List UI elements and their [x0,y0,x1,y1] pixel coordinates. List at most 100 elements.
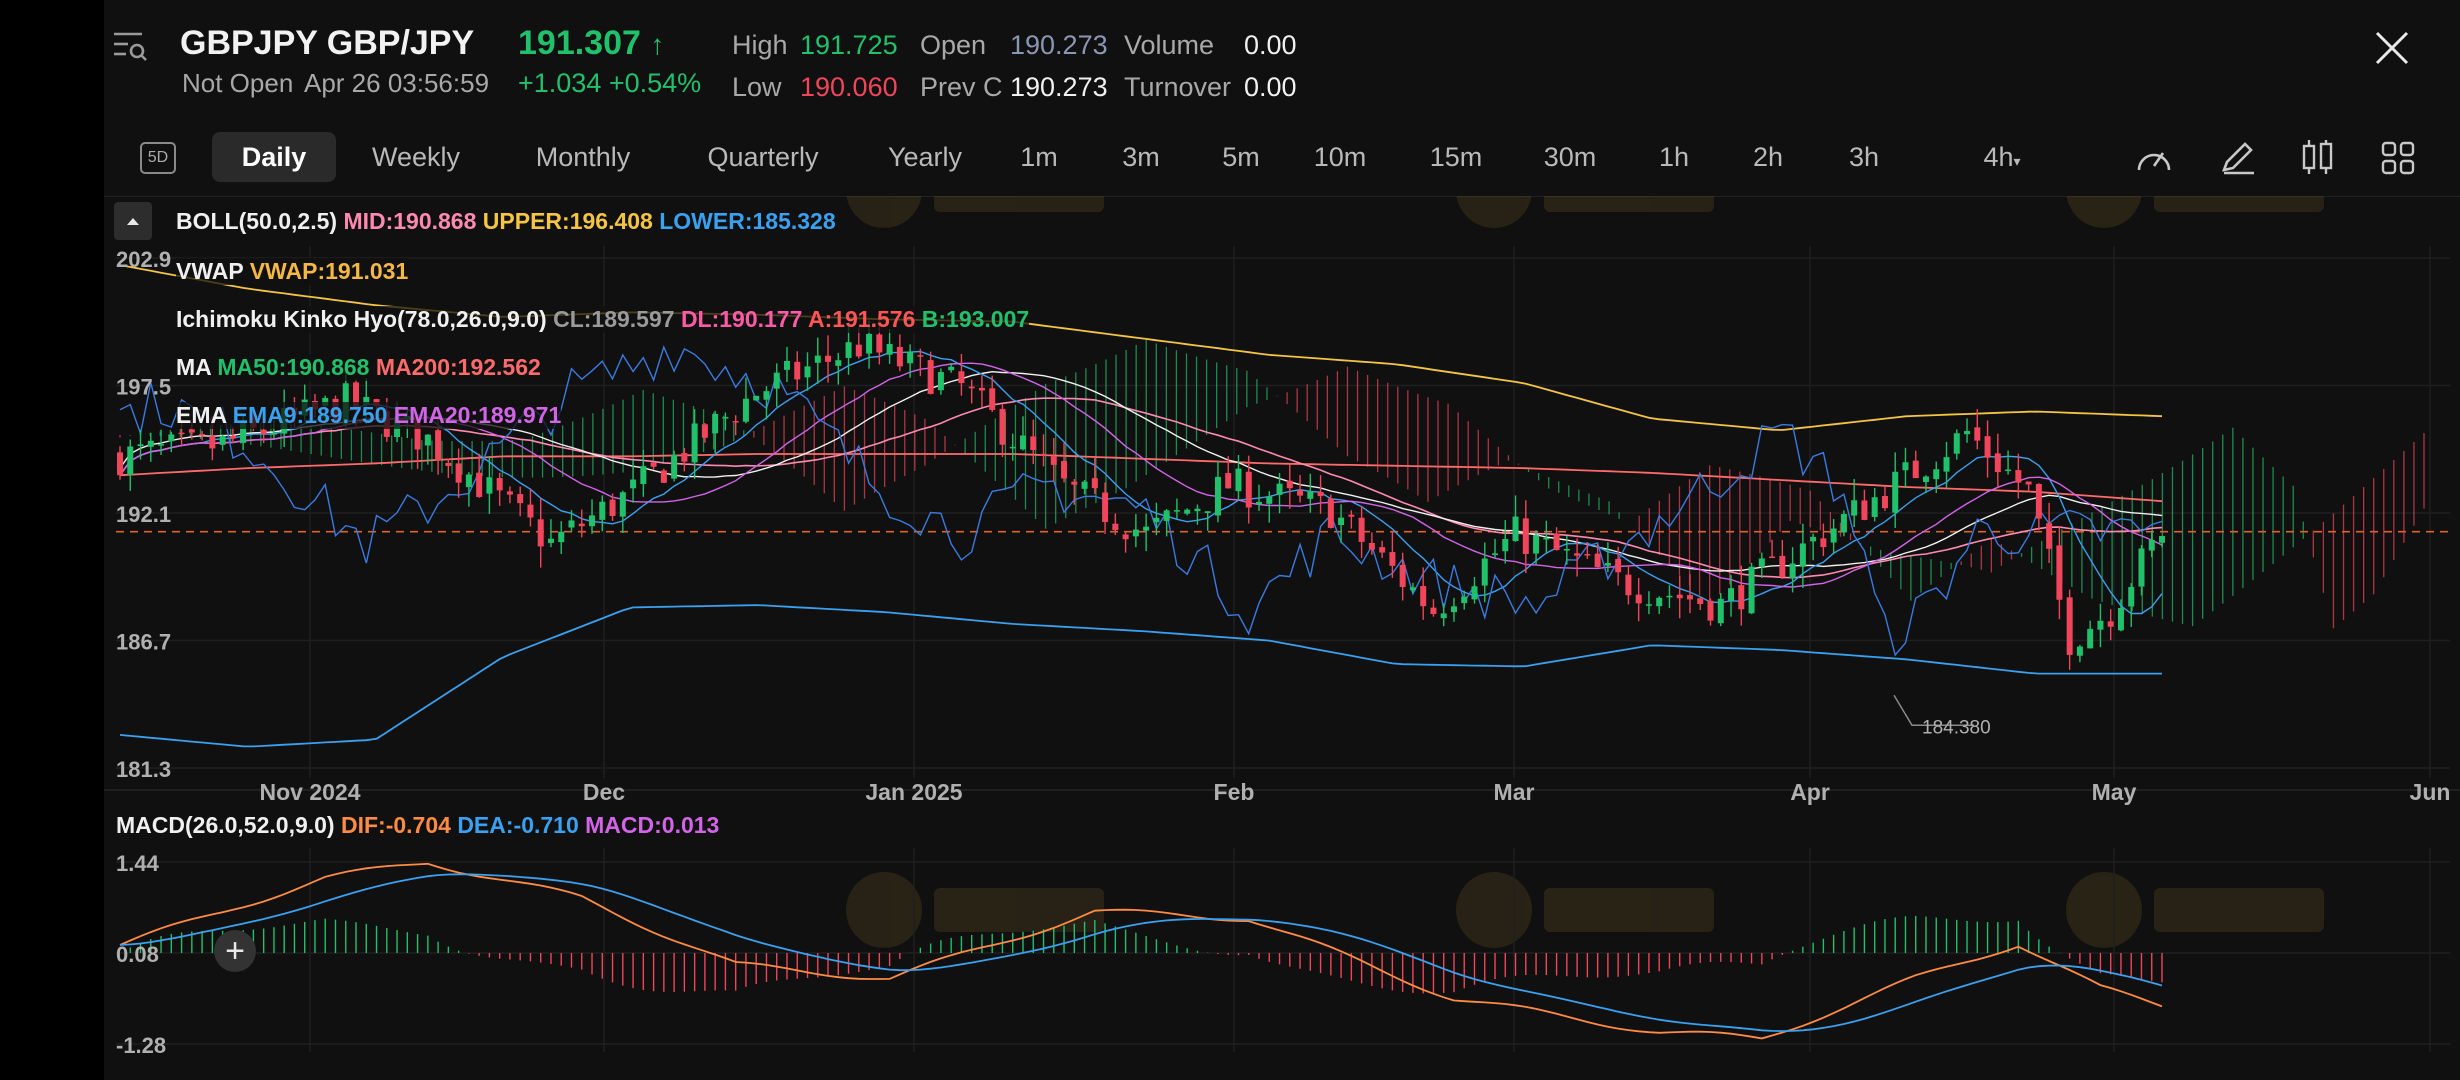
candle-body [1615,558,1622,573]
candle-body [1676,594,1683,599]
price-axis-label: 192.1 [116,502,171,527]
candle-body [2087,628,2094,649]
ichimoku-cl: CL:189.597 [553,306,675,332]
candle-body [537,519,544,547]
crosshair-add-button[interactable]: + [214,930,256,972]
tab-4h[interactable]: 4h▾ [1962,132,2042,182]
candle-body [445,462,452,466]
tab-15m[interactable]: 15m [1429,142,1483,172]
low-marker-leader [1893,694,1974,727]
candle-body [578,523,585,527]
candle-body [353,382,360,409]
watermark-word-mark [934,196,1104,212]
candle-body [2076,646,2083,656]
candle-body [506,491,513,495]
candle-body [1297,490,1304,496]
candle-body [1522,518,1529,554]
candle-body [732,421,739,423]
candle-body [948,366,955,371]
tab-3m[interactable]: 3m [1122,142,1160,172]
candle-body [2035,483,2042,519]
tab-3h[interactable]: 3h [1848,142,1880,172]
candle-body [1697,598,1704,604]
tab-2h[interactable]: 2h [1752,142,1784,172]
candle-body [1922,476,1929,482]
candles-icon[interactable] [2300,138,2336,181]
layout-grid-icon[interactable] [2380,140,2416,181]
timeframe-toolbar: 5D Daily Weekly Monthly Quarterly Yearly… [104,132,2460,184]
candle-body [1799,543,1806,567]
watermark-badge-icon [2066,196,2142,228]
candle-body [1030,436,1037,451]
boll-mid-line [119,397,2163,579]
speedometer-icon[interactable] [2134,140,2174,181]
tab-yearly[interactable]: Yearly [887,142,963,172]
close-icon[interactable] [2374,30,2410,66]
axes-labels: 202.9 197.5 192.1 186.7 181.3 Nov 2024 Dec Jan … [116,247,2450,1058]
tab-weekly[interactable]: Weekly [371,142,461,172]
candle-body [1625,574,1632,596]
candle-body [476,472,483,498]
time-axis-label: Jan 2025 [865,779,962,805]
candle-body [270,433,277,435]
candle-body [845,342,852,358]
caret-up-icon [127,218,139,225]
toolbar-divider [104,196,2460,197]
menu-search-icon[interactable] [112,28,148,64]
collapse-indicators-button[interactable] [114,202,152,240]
tab-5m[interactable]: 5m [1222,142,1260,172]
watermark-word-mark [934,888,1104,932]
candle-body [876,334,883,353]
ma200-value: MA200:192.562 [375,354,541,380]
tab-1h[interactable]: 1h [1658,142,1690,172]
candle-body [219,435,226,445]
stat-turnover-label: Turnover [1124,72,1232,102]
candle-body [1840,514,1847,533]
candle-body [753,395,760,401]
ichimoku-b: B:193.007 [921,306,1030,332]
candle-body [1307,491,1314,499]
five-day-button[interactable]: 5D [140,142,176,174]
candle-body [1584,554,1591,556]
candle-body [137,444,144,447]
tab-4h-label: 4h [1983,142,2014,172]
tab-1m[interactable]: 1m [1020,142,1058,172]
candle-body [2015,470,2022,483]
pen-icon[interactable] [2218,140,2258,181]
candle-body [671,454,678,479]
candle-body [168,434,175,442]
macd-dif-line [119,862,2163,1040]
lagging-span-line [119,344,2163,657]
candle-body [773,372,780,389]
candle-body [937,372,944,391]
tab-10m[interactable]: 10m [1313,142,1367,172]
candle-body [1266,496,1273,504]
tab-quarterly[interactable]: Quarterly [707,142,819,172]
candle-body [1563,548,1570,551]
tab-daily[interactable]: Daily [212,132,336,182]
low-marker-label: 184.380 [1922,717,1991,738]
stat-low-value: 190.060 [800,72,898,102]
candle-body [989,388,996,410]
macd-axis-label: -1.28 [116,1033,166,1058]
candle-body [1430,607,1437,614]
candle-body [1953,433,1960,454]
candle-body [1881,495,1888,509]
watermark-word-mark [2154,888,2324,932]
candle-body [896,346,903,367]
tab-30m[interactable]: 30m [1543,142,1597,172]
candle-body [712,414,719,434]
price-chart[interactable]: 202.9 197.5 192.1 186.7 181.3 Nov 2024 Dec Jan … [104,196,2460,1080]
candle-body [660,470,667,483]
candle-body [568,520,575,528]
ema-name: EMA [176,402,227,428]
candle-body [1163,510,1170,521]
arrow-up-icon: ↑ [650,29,665,60]
candle-body [1389,552,1396,566]
candle-body [640,466,647,485]
candle-body [835,360,842,366]
candle-body [742,398,749,422]
macd-name: MACD(26.0,52.0,9.0) [116,812,335,838]
tab-monthly[interactable]: Monthly [535,142,631,172]
time-axis-label: Dec [583,779,625,805]
